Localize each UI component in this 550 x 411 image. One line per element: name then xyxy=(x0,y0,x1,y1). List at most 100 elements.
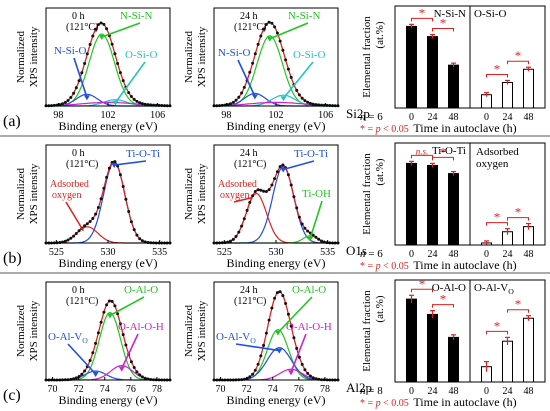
sample-size-label: n = 6 xyxy=(360,248,383,260)
data-point xyxy=(127,210,131,213)
data-point xyxy=(286,173,290,177)
bar-y-axis-label: (at.%) xyxy=(374,158,386,186)
bar-x-tick-label: 0 xyxy=(409,112,414,123)
peak-label: Ti-O-Ti xyxy=(294,148,328,160)
data-point xyxy=(281,294,285,298)
data-point xyxy=(138,237,142,241)
spectrum-panel: Normalized XPS intensity 70 72 74 76 78Binding… xyxy=(183,281,340,407)
data-point xyxy=(306,229,310,233)
data-point xyxy=(99,320,103,324)
series-label: Adsorbed xyxy=(476,146,519,158)
y-axis-label: Normalized xyxy=(15,31,27,83)
data-point xyxy=(281,48,285,52)
series-label: oxygen xyxy=(476,158,509,170)
data-point xyxy=(129,95,133,98)
significance-marker: * xyxy=(440,292,447,307)
data-point xyxy=(85,52,89,56)
data-point xyxy=(267,318,271,322)
time-label: 24 h xyxy=(240,11,258,22)
peak-label: N-Si-N xyxy=(288,10,320,22)
series-label: O-Si-O xyxy=(474,8,506,20)
data-point xyxy=(262,189,266,193)
data-point xyxy=(116,62,120,65)
x-tick-label: 70 xyxy=(48,384,58,395)
significance-bracket xyxy=(432,304,454,308)
y-axis-label: Normalized xyxy=(15,305,27,357)
data-point xyxy=(96,331,100,335)
bar-chart: Elemental fraction (at.%)0 24 48**N-Si-N0 24… xyxy=(361,5,546,135)
temperature-label: (121°C) xyxy=(66,296,98,307)
data-point xyxy=(273,25,277,29)
data-point xyxy=(121,333,125,337)
bar-x-tick-label: 24 xyxy=(503,249,513,260)
data-point xyxy=(314,377,318,381)
bar-y-axis-label: Elemental fraction xyxy=(361,153,373,235)
data-point xyxy=(88,220,92,223)
data-point xyxy=(66,99,70,102)
significance-marker: * xyxy=(494,210,501,225)
element-label: Al2p xyxy=(346,380,372,395)
y-axis-label: Normalized xyxy=(183,305,195,357)
data-point xyxy=(270,183,274,187)
bar-x-tick-label: 24 xyxy=(428,249,438,260)
data-point xyxy=(275,31,279,35)
data-point xyxy=(240,91,244,95)
data-point xyxy=(138,101,142,105)
x-tick-label: 106 xyxy=(150,110,165,121)
temperature-label: (121°C) xyxy=(234,22,266,33)
data-point xyxy=(72,234,76,238)
bar xyxy=(427,313,438,383)
data-point xyxy=(248,200,252,204)
time-label: 0 h xyxy=(72,148,85,159)
data-point xyxy=(143,102,147,106)
peak-arrow xyxy=(283,160,315,171)
data-point xyxy=(110,299,114,303)
arrow-head xyxy=(274,330,281,336)
data-point xyxy=(284,302,288,305)
significance-marker: * xyxy=(440,144,447,159)
y-axis-label: XPS intensity xyxy=(196,26,208,87)
data-point xyxy=(311,233,315,237)
data-point xyxy=(132,228,136,232)
data-point xyxy=(242,217,246,221)
data-point xyxy=(259,188,263,192)
arrow-head xyxy=(280,167,287,173)
data-point xyxy=(91,34,95,38)
data-point xyxy=(259,34,263,38)
data-point xyxy=(297,93,301,97)
peak-label: N-Si-O xyxy=(218,47,250,59)
spectrum-panel: Normalized XPS intensity 525 530 535Binding … xyxy=(15,144,172,270)
data-point xyxy=(278,165,282,169)
data-point xyxy=(306,371,310,375)
data-point xyxy=(256,188,260,192)
bar-x-tick-label: 48 xyxy=(449,112,459,123)
data-point xyxy=(286,67,290,71)
data-point xyxy=(80,372,84,376)
x-tick-label: 106 xyxy=(318,110,333,121)
data-point xyxy=(77,79,81,83)
data-point xyxy=(253,190,257,193)
data-point xyxy=(231,237,235,241)
temperature-label: (121°C) xyxy=(66,159,98,170)
data-point xyxy=(140,239,144,243)
data-point xyxy=(256,362,260,366)
peak-label: O-Al-O xyxy=(124,284,158,296)
data-point xyxy=(242,85,246,89)
data-point xyxy=(253,52,257,56)
data-point xyxy=(83,369,87,373)
arrow-head xyxy=(92,372,99,377)
data-point xyxy=(226,103,230,107)
data-point xyxy=(107,299,111,303)
y-axis-label: XPS intensity xyxy=(196,300,208,361)
data-point xyxy=(91,217,95,220)
bar-x-tick-label: 48 xyxy=(449,386,459,397)
significance-marker: * xyxy=(440,16,447,31)
peak-label: O-Al-O-H xyxy=(286,321,332,333)
data-point xyxy=(118,322,122,326)
data-point xyxy=(289,324,293,328)
peak-arrow xyxy=(235,343,280,352)
significance-bracket xyxy=(486,330,508,335)
